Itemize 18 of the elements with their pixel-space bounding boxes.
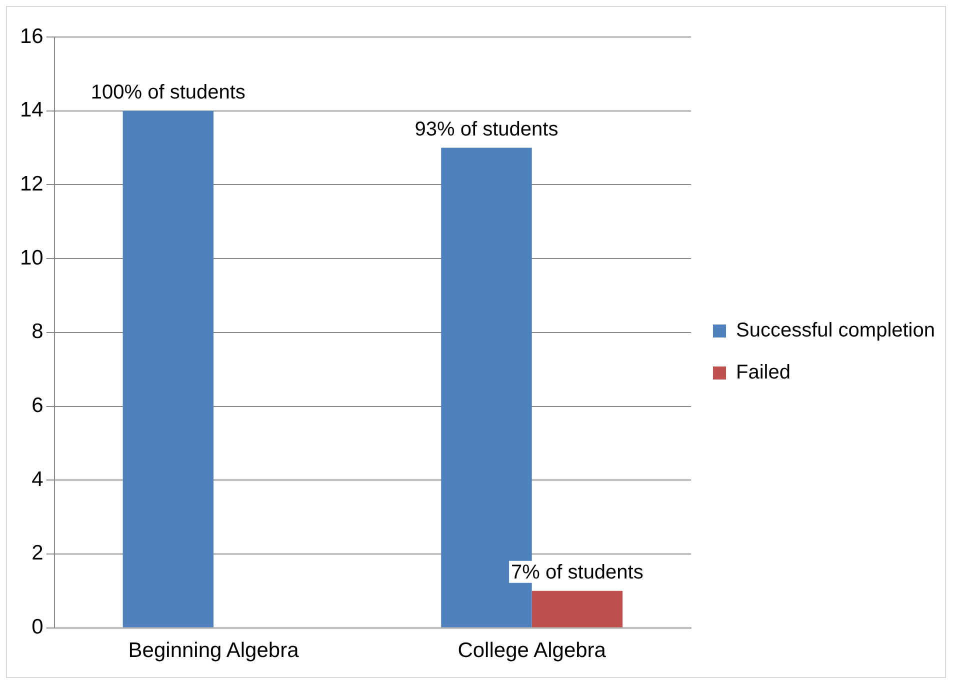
bar xyxy=(122,110,214,628)
y-tick-label: 6 xyxy=(32,394,44,418)
annotation: 7% of students xyxy=(511,561,644,584)
x-tick-label: Beginning Algebra xyxy=(128,639,300,662)
y-tick-label: 12 xyxy=(20,172,44,196)
y-tick-label: 2 xyxy=(32,542,44,565)
x-tick-label: College Algebra xyxy=(458,639,606,662)
y-tick-label: 0 xyxy=(32,616,44,639)
legend-label: Successful completion xyxy=(736,320,935,342)
annotation: 100% of students xyxy=(90,81,246,104)
y-tick-label: 14 xyxy=(20,98,44,122)
bar xyxy=(532,590,623,628)
y-tick-label: 10 xyxy=(20,246,44,270)
y-tick-label: 8 xyxy=(32,320,44,344)
y-tick-label: 16 xyxy=(20,24,44,48)
annotation: 93% of students xyxy=(414,118,558,140)
y-tick-label: 4 xyxy=(32,468,44,491)
legend-label: Failed xyxy=(736,362,790,384)
